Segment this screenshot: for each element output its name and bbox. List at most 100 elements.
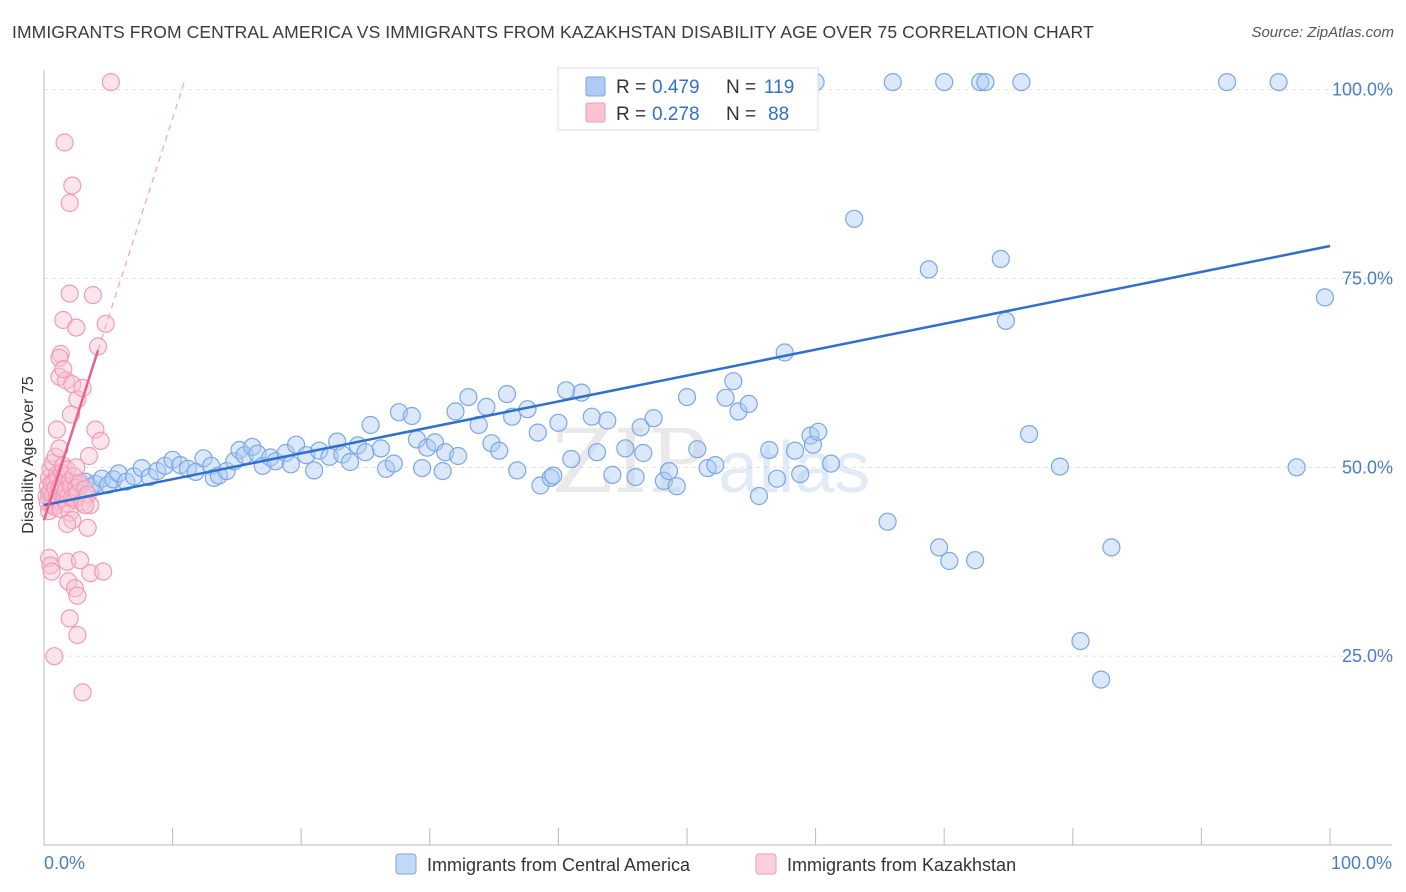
central-america-point-98 <box>716 388 735 407</box>
central-america-point-97 <box>706 456 725 475</box>
y-tick-label-1: 50.0% <box>1342 457 1393 477</box>
central-america-point-107 <box>791 465 810 484</box>
series-central-america <box>39 72 1335 689</box>
central-america-point-111 <box>821 454 841 473</box>
central-america-point-51 <box>361 415 380 435</box>
central-america-point-126 <box>883 72 902 92</box>
legend-r-label-2: R = <box>616 104 646 125</box>
kazakhstan-point-67 <box>83 286 103 305</box>
kazakhstan-point-65 <box>78 518 97 537</box>
bottom-legend-swatch-central-america <box>395 853 417 875</box>
central-america-point-127 <box>935 72 954 92</box>
central-america-point-90 <box>644 409 663 428</box>
x-tick-labels: 0.0% 100.0% <box>44 853 1392 873</box>
y-tick-label-0: 25.0% <box>1342 646 1393 666</box>
central-america-point-113 <box>878 512 897 531</box>
central-america-point-105 <box>775 343 794 362</box>
central-america-point-117 <box>965 551 985 570</box>
watermark-zip: ZIP <box>552 410 707 513</box>
central-america-point-48 <box>341 452 360 472</box>
kazakhstan-point-46 <box>39 548 59 568</box>
central-america-point-75 <box>531 476 550 495</box>
kazakhstan-point-72 <box>96 314 115 333</box>
central-america-point-119 <box>996 311 1016 330</box>
central-america-point-95 <box>688 440 707 459</box>
kazakhstan-point-61 <box>68 625 87 645</box>
central-america-point-134 <box>1315 288 1335 307</box>
source-credit: Source: ZipAtlas.com <box>1251 24 1394 41</box>
legend-n-label-2: N = <box>726 104 756 125</box>
central-america-point-94 <box>677 388 697 407</box>
kazakhstan-point-82 <box>67 458 86 477</box>
central-america-point-50 <box>356 443 375 462</box>
central-america-point-64 <box>449 446 468 466</box>
central-america-point-124 <box>1102 538 1121 557</box>
legend-swatch-kazakhstan <box>585 102 606 123</box>
x-axis-ticks <box>43 828 1331 845</box>
kazakhstan-point-69 <box>88 337 108 356</box>
central-america-point-118 <box>991 249 1010 268</box>
central-america-point-56 <box>402 406 421 426</box>
legend-n-value-1: 119 <box>764 77 794 98</box>
central-america-point-129 <box>976 72 995 92</box>
central-america-point-58 <box>413 459 432 478</box>
central-america-point-74 <box>528 423 547 442</box>
kazakhstan-point-62 <box>70 551 90 570</box>
kazakhstan-point-50 <box>47 420 67 439</box>
central-america-point-84 <box>598 411 617 430</box>
y-tick-label-3: 100.0% <box>1332 80 1393 100</box>
central-america-point-86 <box>616 439 635 458</box>
x-tick-label-min: 0.0% <box>44 853 85 873</box>
central-america-point-78 <box>549 413 568 432</box>
bottom-legend: Immigrants from Central America Immigran… <box>395 853 1016 875</box>
central-america-point-72 <box>508 461 527 480</box>
kazakhstan-point-77 <box>60 284 79 303</box>
kazakhstan-point-83 <box>57 514 77 534</box>
gridlines <box>44 89 1392 657</box>
central-america-point-99 <box>724 372 743 391</box>
central-america-point-101 <box>739 394 758 413</box>
central-america-point-116 <box>940 551 959 571</box>
kazakhstan-point-75 <box>50 348 69 367</box>
central-america-point-77 <box>544 466 563 485</box>
trend-line-kazakhstan-extension <box>97 78 187 351</box>
central-america-point-102 <box>749 486 769 506</box>
central-america-point-68 <box>482 434 501 453</box>
central-america-point-70 <box>497 385 517 404</box>
legend-r-label-1: R = <box>616 77 646 98</box>
central-america-point-114 <box>919 260 938 279</box>
kazakhstan-point-70 <box>91 431 110 450</box>
central-america-point-122 <box>1071 631 1090 651</box>
central-america-point-85 <box>603 465 622 484</box>
central-america-point-123 <box>1091 670 1111 689</box>
kazakhstan-point-63 <box>73 683 92 702</box>
central-america-point-52 <box>371 439 390 458</box>
central-america-point-40 <box>281 455 300 474</box>
bottom-legend-label-central-america: Immigrants from Central America <box>427 855 691 875</box>
central-america-point-115 <box>929 538 949 557</box>
central-america-point-43 <box>305 461 324 480</box>
kazakhstan-point-49 <box>45 647 64 666</box>
central-america-point-82 <box>582 407 601 426</box>
y-tick-label-2: 75.0% <box>1342 268 1393 288</box>
y-axis-title: Disability Age Over 75 <box>20 376 37 534</box>
kazakhstan-point-84 <box>79 446 99 466</box>
x-tick-label-max: 100.0% <box>1331 853 1392 873</box>
kazakhstan-point-78 <box>60 193 79 213</box>
kazakhstan-point-79 <box>63 176 82 195</box>
central-america-point-121 <box>1050 457 1070 476</box>
axes <box>43 70 1392 846</box>
central-america-point-128 <box>971 72 990 92</box>
central-america-point-26 <box>194 449 213 468</box>
legend-box: R = 0.479 N = 119 R = 0.278 N = 88 <box>557 67 819 131</box>
central-america-point-76 <box>541 468 560 487</box>
central-america-point-132 <box>1269 72 1288 92</box>
central-america-point-110 <box>809 422 828 441</box>
kazakhstan-point-80 <box>55 133 74 152</box>
central-america-point-54 <box>384 454 403 473</box>
kazakhstan-point-74 <box>67 318 86 337</box>
central-america-point-67 <box>477 397 496 416</box>
series-kazakhstan <box>37 72 121 702</box>
kazakhstan-point-71 <box>94 562 113 581</box>
